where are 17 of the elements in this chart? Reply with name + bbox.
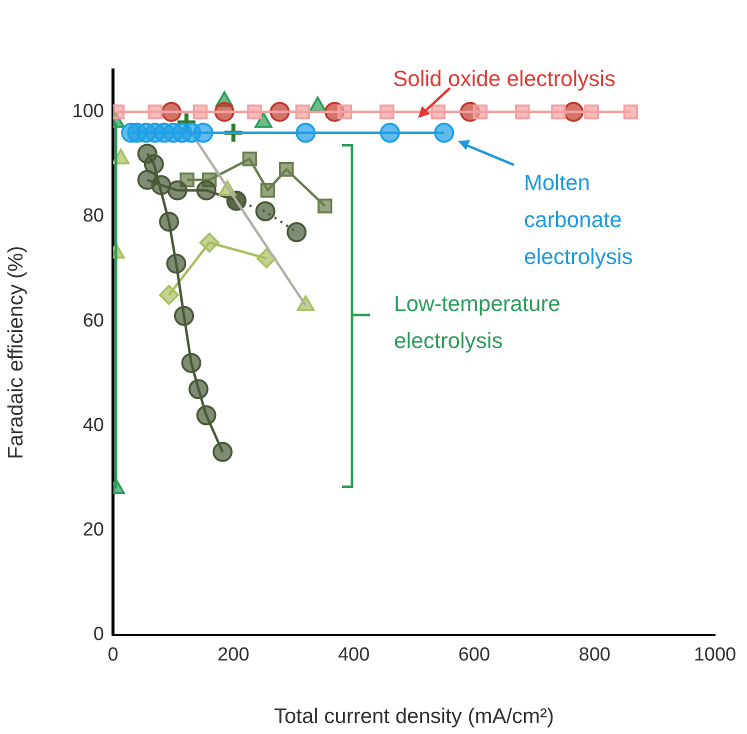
y-tick-label: 40 <box>82 414 104 436</box>
x-axis-title: Total current density (mA/cm²) <box>274 705 554 728</box>
annotation: Low-temperature electrolysis <box>394 290 562 355</box>
y-axis-title: Faradaic efficiency (%) <box>4 246 28 460</box>
x-tick-label: 200 <box>218 644 250 666</box>
x-tick-label: 800 <box>578 644 610 666</box>
x-tick-label: 1000 <box>694 644 736 666</box>
y-tick-label: 20 <box>82 520 104 541</box>
annotation: Solid oxide electrolysis <box>393 65 617 93</box>
y-tick-label: 80 <box>82 206 104 227</box>
y-tick-label: 60 <box>82 310 104 332</box>
x-tick-label: 0 <box>108 644 118 666</box>
y-tick-label: 0 <box>93 624 104 646</box>
y-tick-label: 100 <box>72 101 104 122</box>
x-tick-label: 400 <box>338 644 370 666</box>
annotation: Molten carbonate electrolysis <box>524 169 634 271</box>
x-tick-label: 600 <box>458 644 490 666</box>
